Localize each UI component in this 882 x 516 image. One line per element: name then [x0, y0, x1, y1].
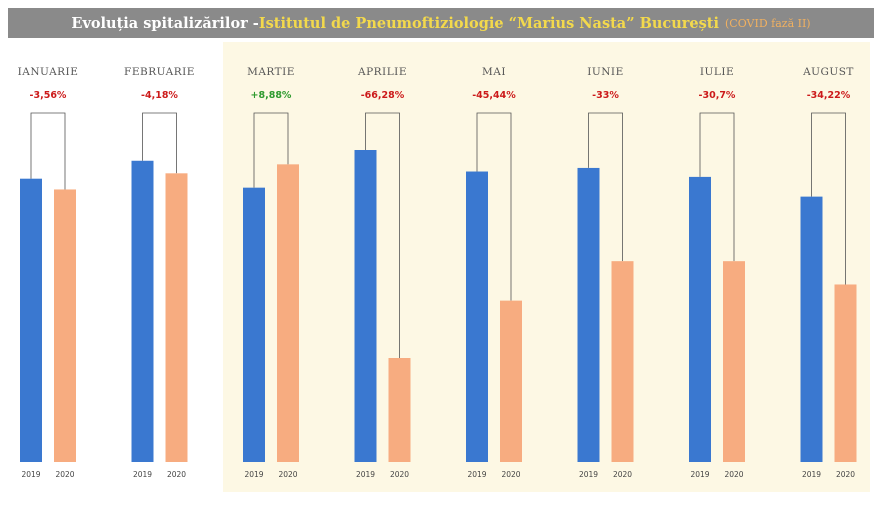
bracket-connector: [811, 112, 846, 285]
change-label: -66,28%: [361, 90, 405, 101]
month-label: MARTIE: [247, 66, 295, 78]
month-label: IUNIE: [587, 66, 624, 78]
year-label-2020: 2020: [278, 470, 297, 479]
bar-2020: [165, 173, 188, 462]
bar-2019: [466, 171, 488, 462]
change-label: -34,22%: [807, 90, 851, 101]
month-label: IANUARIE: [18, 66, 79, 78]
bracket-connector: [699, 112, 735, 262]
change-label: -45,44%: [472, 90, 516, 101]
year-label-2019: 2019: [356, 470, 375, 479]
bar-2019: [20, 178, 42, 463]
bar-2019: [800, 196, 823, 462]
bar-2019: [354, 150, 377, 462]
bracket-connector: [30, 112, 66, 190]
change-label: -3,56%: [30, 90, 67, 101]
year-label-2020: 2020: [836, 470, 855, 479]
bar-2020: [723, 261, 745, 462]
bracket-connector: [588, 112, 623, 262]
bar-2020: [611, 261, 634, 462]
year-label-2019: 2019: [690, 470, 709, 479]
bar-2020: [54, 189, 76, 462]
title-prefix: Evoluția spitalizărilor -: [71, 14, 259, 32]
month-label: MAI: [482, 66, 506, 78]
bar-2019: [577, 167, 600, 462]
change-label: -4,18%: [141, 90, 178, 101]
month-label: APRILIE: [357, 66, 407, 78]
bar-2019: [131, 160, 154, 463]
year-label-2019: 2019: [579, 470, 598, 479]
change-label: -33%: [592, 90, 619, 101]
year-label-2019: 2019: [802, 470, 821, 479]
bracket-connector: [365, 112, 400, 358]
chart-title: Evoluția spitalizărilor - Istitutul de P…: [8, 8, 874, 38]
year-label-2020: 2020: [613, 470, 632, 479]
bar-2019: [243, 187, 265, 463]
bar-2020: [500, 300, 522, 462]
covid-period-region: [223, 42, 870, 492]
year-label-2020: 2020: [167, 470, 186, 479]
bracket-connector: [142, 112, 177, 174]
title-highlight: Istitutul de Pneumoftiziologie “Marius N…: [258, 14, 719, 32]
change-label: +8,88%: [251, 90, 292, 101]
year-label-2019: 2019: [21, 470, 40, 479]
year-label-2019: 2019: [467, 470, 486, 479]
change-label: -30,7%: [699, 90, 736, 101]
bar-2020: [388, 358, 411, 462]
year-label-2019: 2019: [244, 470, 263, 479]
month-label: IULIE: [700, 66, 734, 78]
bar-2019: [689, 176, 711, 462]
year-label-2020: 2020: [724, 470, 743, 479]
year-label-2019: 2019: [133, 470, 152, 479]
bar-2020: [834, 284, 857, 462]
year-label-2020: 2020: [390, 470, 409, 479]
bracket-connector: [253, 112, 289, 188]
title-subtitle: (COVID fază II): [725, 16, 811, 30]
bar-2020: [277, 164, 299, 462]
year-label-2020: 2020: [501, 470, 520, 479]
year-label-2020: 2020: [55, 470, 74, 479]
bracket-connector: [476, 112, 512, 301]
month-label: AUGUST: [802, 66, 854, 78]
month-label: FEBRUARIE: [124, 66, 195, 78]
